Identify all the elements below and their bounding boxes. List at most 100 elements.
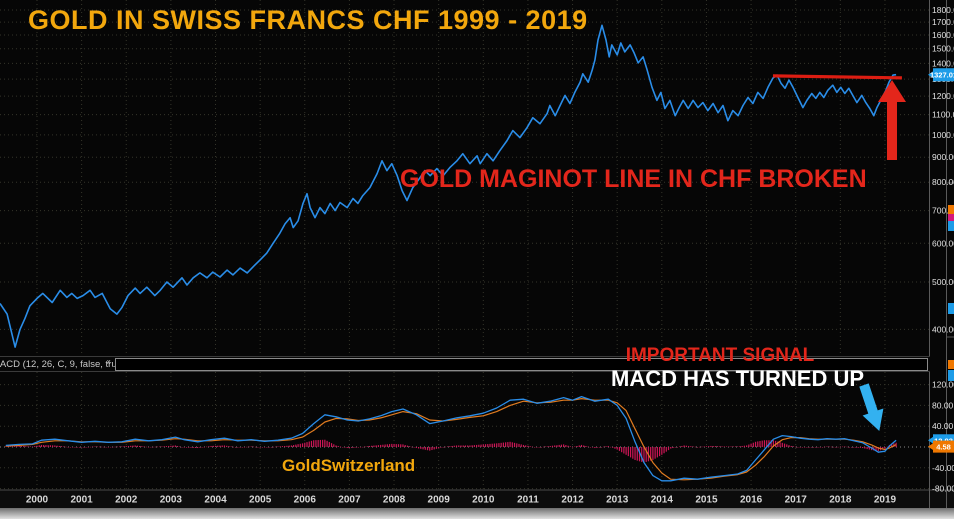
macd-histogram-bar [237, 447, 239, 448]
macd-histogram-bar [317, 440, 319, 447]
year-axis-label: 2000 [26, 495, 49, 506]
macd-histogram-bar [9, 446, 11, 447]
macd-histogram-bar [141, 446, 143, 447]
macd-histogram-bar [159, 446, 161, 448]
macd-histogram-bar [259, 447, 261, 448]
macd-histogram-bar [692, 446, 694, 447]
macd-line [5, 395, 897, 482]
macd-histogram-bar [357, 447, 359, 448]
price-axis-label: 1200.00 [932, 91, 954, 101]
macd-histogram-bar [801, 447, 804, 448]
macd-histogram-bar [388, 444, 391, 447]
tag-pointer [928, 442, 934, 451]
macd-histogram-bar [248, 446, 250, 448]
macd-histogram-bar [127, 445, 130, 447]
macd-histogram-bar [364, 446, 366, 448]
macd-histogram-bar [426, 447, 429, 451]
macd-histogram-bar [444, 446, 446, 448]
macd-histogram-bar [107, 447, 110, 448]
macd-histogram-bar [81, 447, 83, 448]
year-axis-label: 2009 [428, 495, 451, 506]
goldswitzerland-watermark: GoldSwitzerland [282, 456, 416, 475]
macd-histogram-bar [837, 446, 839, 448]
macd-histogram-bar [484, 444, 487, 447]
macd-histogram-bar [116, 446, 118, 448]
macd-histogram-bar [54, 445, 56, 447]
macd-histogram-bar [14, 446, 16, 447]
macd-histogram-bar [458, 445, 460, 447]
macd-histogram-bar [201, 447, 203, 448]
macd-histogram-bar [264, 447, 266, 448]
macd-histogram-bar [27, 446, 29, 447]
macd-histogram-bar [507, 442, 509, 447]
macd-histogram-bar [415, 447, 417, 449]
macd-histogram-bar [18, 445, 20, 447]
year-axis-label: 2012 [561, 495, 584, 506]
macd-histogram-bar [96, 446, 98, 448]
macd-histogram-bar [819, 447, 821, 448]
macd-histogram-bar [743, 445, 745, 447]
macd-histogram-bar [194, 447, 197, 448]
macd-histogram-bar [92, 446, 94, 448]
year-axis-label: 2004 [204, 495, 227, 506]
macd-histogram-bar [779, 442, 781, 447]
macd-histogram-bar [223, 445, 226, 447]
macd-histogram-bar [23, 446, 25, 447]
price-axis-column[interactable] [929, 0, 954, 490]
macd-signal-line [5, 398, 897, 481]
macd-histogram-bar [850, 447, 853, 448]
macd-histogram-bar [94, 446, 96, 447]
macd-histogram-bar [45, 445, 47, 447]
macd-histogram-bar [757, 441, 759, 447]
macd-histogram-bar [279, 446, 281, 447]
macd-histogram-bar [855, 447, 857, 448]
indicator-label: MACD (12, 26, C, 9, false, true) [0, 359, 126, 370]
macd-histogram-bar [565, 445, 567, 447]
macd-histogram-bar [435, 447, 438, 449]
macd-histogram-bar [614, 447, 616, 449]
macd-histogram-bar [85, 447, 87, 448]
macd-histogram-bar [652, 447, 654, 460]
macd-histogram-bar [404, 445, 406, 447]
year-axis-label: 2006 [294, 495, 317, 506]
indicator-close-icon[interactable]: x [107, 359, 111, 366]
macd-histogram-bar [627, 447, 629, 457]
macd-histogram-bar [520, 444, 522, 447]
macd-histogram-bar [661, 447, 663, 455]
macd-histogram-bar [386, 444, 388, 447]
macd-histogram-bar [542, 446, 545, 448]
macd-histogram-bar [257, 447, 259, 448]
macd-histogram-bar [534, 447, 536, 448]
macd-histogram-bar [150, 446, 152, 448]
indicator-input-box[interactable] [115, 358, 928, 371]
macd-histogram-bar [270, 447, 272, 448]
macd-histogram-bar [623, 447, 625, 454]
macd-histogram-bar [353, 447, 355, 448]
macd-histogram-bar [333, 444, 335, 447]
macd-histogram-bar [342, 447, 344, 448]
value-tag [933, 440, 954, 453]
macd-histogram-bar [569, 446, 571, 447]
macd-histogram-bar [438, 447, 440, 449]
macd-histogram-bar [112, 446, 114, 448]
macd-histogram-bar [40, 444, 43, 447]
macd-histogram-bar [607, 445, 609, 447]
macd-histogram-bar [806, 447, 808, 448]
time-axis-bar[interactable] [0, 490, 954, 508]
edge-marker [948, 214, 954, 221]
macd-histogram-bar [446, 446, 449, 447]
macd-histogram-bar [676, 447, 679, 448]
macd-histogram-bar [190, 447, 192, 448]
macd-histogram-bar [139, 445, 141, 447]
macd-histogram-bar [616, 447, 618, 450]
macd-histogram-bar [527, 445, 529, 447]
macd-histogram-bar [891, 444, 893, 447]
macd-histogram-bar [853, 447, 855, 448]
year-axis-label: 2003 [160, 495, 183, 506]
macd-histogram-bar [154, 446, 156, 448]
macd-histogram-bar [645, 447, 647, 462]
macd-histogram-bar [250, 446, 252, 447]
macd-histogram-bar [563, 444, 565, 447]
macd-histogram-bar [815, 447, 817, 448]
